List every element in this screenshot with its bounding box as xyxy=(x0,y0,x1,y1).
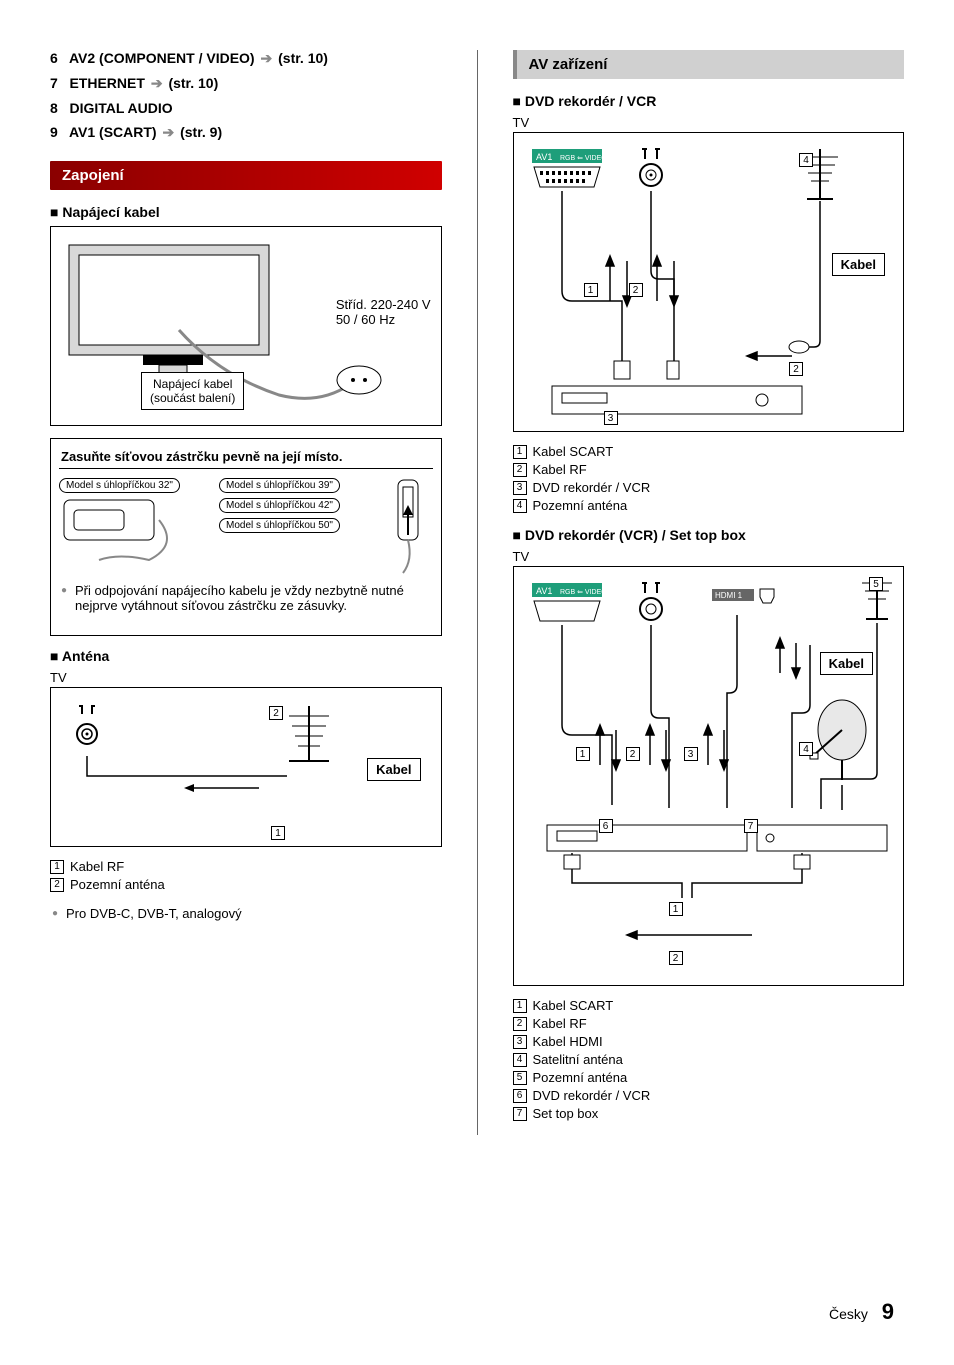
item-label: ETHERNET xyxy=(69,75,144,91)
svg-text:AV1: AV1 xyxy=(536,586,552,596)
connector-list: 6 AV2 (COMPONENT / VIDEO) ➔ (str. 10) 7 … xyxy=(50,50,442,141)
legend-item: 4Satelitní anténa xyxy=(513,1052,905,1067)
item-num: 6 xyxy=(50,50,58,66)
model-39: Model s úhlopříčkou 39" xyxy=(219,478,340,493)
legend-item: 4Pozemní anténa xyxy=(513,498,905,513)
callout: 2 xyxy=(626,747,640,761)
svg-text:AV1: AV1 xyxy=(536,152,552,162)
callout-2: 2 xyxy=(269,706,283,720)
antenna-legend: 1Kabel RF 2Pozemní anténa xyxy=(50,859,442,892)
heading-antena: Anténa xyxy=(50,648,442,664)
list-item: 9 AV1 (SCART) ➔ (str. 9) xyxy=(50,124,442,141)
callout: 2 xyxy=(629,283,643,297)
callout: 7 xyxy=(744,819,758,833)
callout: 2 xyxy=(669,951,683,965)
voltage-text: Stříd. 220-240 V 50 / 60 Hz xyxy=(336,297,431,327)
model-42: Model s úhlopříčkou 42" xyxy=(219,498,340,513)
list-item: 8 DIGITAL AUDIO xyxy=(50,100,442,116)
tv-label: TV xyxy=(50,670,442,685)
dvd-legend: 1Kabel SCART 2Kabel RF 3DVD rekordér / V… xyxy=(513,444,905,513)
callout: 2 xyxy=(789,362,803,376)
callout: 1 xyxy=(576,747,590,761)
antenna-note: Pro DVB-C, DVB-T, analogový xyxy=(66,906,442,921)
caption-line1: Napájecí kabel xyxy=(153,377,232,391)
callout: 4 xyxy=(799,742,813,756)
kabel-label: Kabel xyxy=(832,253,885,276)
legend-item: 3DVD rekordér / VCR xyxy=(513,480,905,495)
model-50: Model s úhlopříčkou 50" xyxy=(219,518,340,533)
antenna-illustration xyxy=(59,696,433,816)
item-label: AV1 (SCART) xyxy=(69,124,157,140)
section-zapojeni: Zapojení xyxy=(50,161,442,190)
legend-item: 3Kabel HDMI xyxy=(513,1034,905,1049)
dvd-vcr-illustration: AV1 RGB ⇐ VIDEO ⇐ xyxy=(522,141,896,421)
callout: 4 xyxy=(799,153,813,167)
arrow-icon: ➔ xyxy=(151,75,163,91)
figure-antenna: Kabel 2 1 xyxy=(50,687,442,847)
item-num: 9 xyxy=(50,124,58,140)
power-cable-caption: Napájecí kabel (součást balení) xyxy=(141,372,244,410)
kabel-label: Kabel xyxy=(367,758,420,781)
unplug-note: Při odpojování napájecího kabelu je vždy… xyxy=(75,583,433,613)
figure-dvd-vcr: AV1 RGB ⇐ VIDEO ⇐ xyxy=(513,132,905,432)
footer-page: 9 xyxy=(882,1299,894,1324)
plug-32-illustration xyxy=(59,495,199,565)
plug-vertical-illustration xyxy=(383,475,433,575)
legend-item: 1Kabel RF xyxy=(50,859,442,874)
item-ref: (str. 10) xyxy=(278,50,328,66)
svg-text:RGB ⇐ VIDEO ⇐: RGB ⇐ VIDEO ⇐ xyxy=(560,155,615,162)
settop-legend: 1Kabel SCART 2Kabel RF 3Kabel HDMI 4Sate… xyxy=(513,998,905,1121)
section-av: AV zařízení xyxy=(513,50,905,79)
svg-text:RGB ⇐ VIDEO ⇐: RGB ⇐ VIDEO ⇐ xyxy=(560,589,615,596)
item-label: DIGITAL AUDIO xyxy=(69,100,172,116)
callout: 1 xyxy=(584,283,598,297)
legend-item: 1Kabel SCART xyxy=(513,444,905,459)
tv-label-r2: TV xyxy=(513,549,905,564)
list-item: 7 ETHERNET ➔ (str. 10) xyxy=(50,75,442,92)
svg-text:HDMI 1: HDMI 1 xyxy=(715,591,743,600)
legend-item: 7Set top box xyxy=(513,1106,905,1121)
kabel-label: Kabel xyxy=(820,652,873,675)
tv-label-r1: TV xyxy=(513,115,905,130)
heading-dvd-vcr: DVD rekordér / VCR xyxy=(513,93,905,109)
legend-item: 5Pozemní anténa xyxy=(513,1070,905,1085)
footer-lang: Česky xyxy=(829,1306,868,1322)
item-ref: (str. 9) xyxy=(180,124,222,140)
callout: 3 xyxy=(684,747,698,761)
callout-1: 1 xyxy=(271,826,285,840)
legend-item: 6DVD rekordér / VCR xyxy=(513,1088,905,1103)
figure-power: Napájecí kabel (součást balení) Stříd. 2… xyxy=(50,226,442,426)
figure-settop: AV1 RGB ⇐ VIDEO ⇐ HDMI 1 xyxy=(513,566,905,986)
item-num: 8 xyxy=(50,100,58,116)
callout: 3 xyxy=(604,411,618,425)
model-32: Model s úhlopříčkou 32" xyxy=(59,478,180,493)
list-item: 6 AV2 (COMPONENT / VIDEO) ➔ (str. 10) xyxy=(50,50,442,67)
heading-napajeci: Napájecí kabel xyxy=(50,204,442,220)
item-num: 7 xyxy=(50,75,58,91)
callout: 1 xyxy=(669,902,683,916)
heading-dvd-settop: DVD rekordér (VCR) / Set top box xyxy=(513,527,905,543)
item-label: AV2 (COMPONENT / VIDEO) xyxy=(69,50,255,66)
arrow-icon: ➔ xyxy=(261,50,273,66)
callout: 6 xyxy=(599,819,613,833)
settop-illustration: AV1 RGB ⇐ VIDEO ⇐ HDMI 1 xyxy=(522,575,896,975)
figure-plug: Zasuňte síťovou zástrčku pevně na její m… xyxy=(50,438,442,636)
page-footer: Česky 9 xyxy=(829,1299,894,1325)
callout: 5 xyxy=(869,577,883,591)
legend-item: 2Pozemní anténa xyxy=(50,877,442,892)
column-divider xyxy=(477,50,478,1135)
legend-item: 2Kabel RF xyxy=(513,462,905,477)
arrow-icon: ➔ xyxy=(162,124,174,140)
insert-note: Zasuňte síťovou zástrčku pevně na její m… xyxy=(59,445,433,469)
item-ref: (str. 10) xyxy=(168,75,218,91)
legend-item: 1Kabel SCART xyxy=(513,998,905,1013)
caption-line2: (součást balení) xyxy=(150,391,235,405)
legend-item: 2Kabel RF xyxy=(513,1016,905,1031)
